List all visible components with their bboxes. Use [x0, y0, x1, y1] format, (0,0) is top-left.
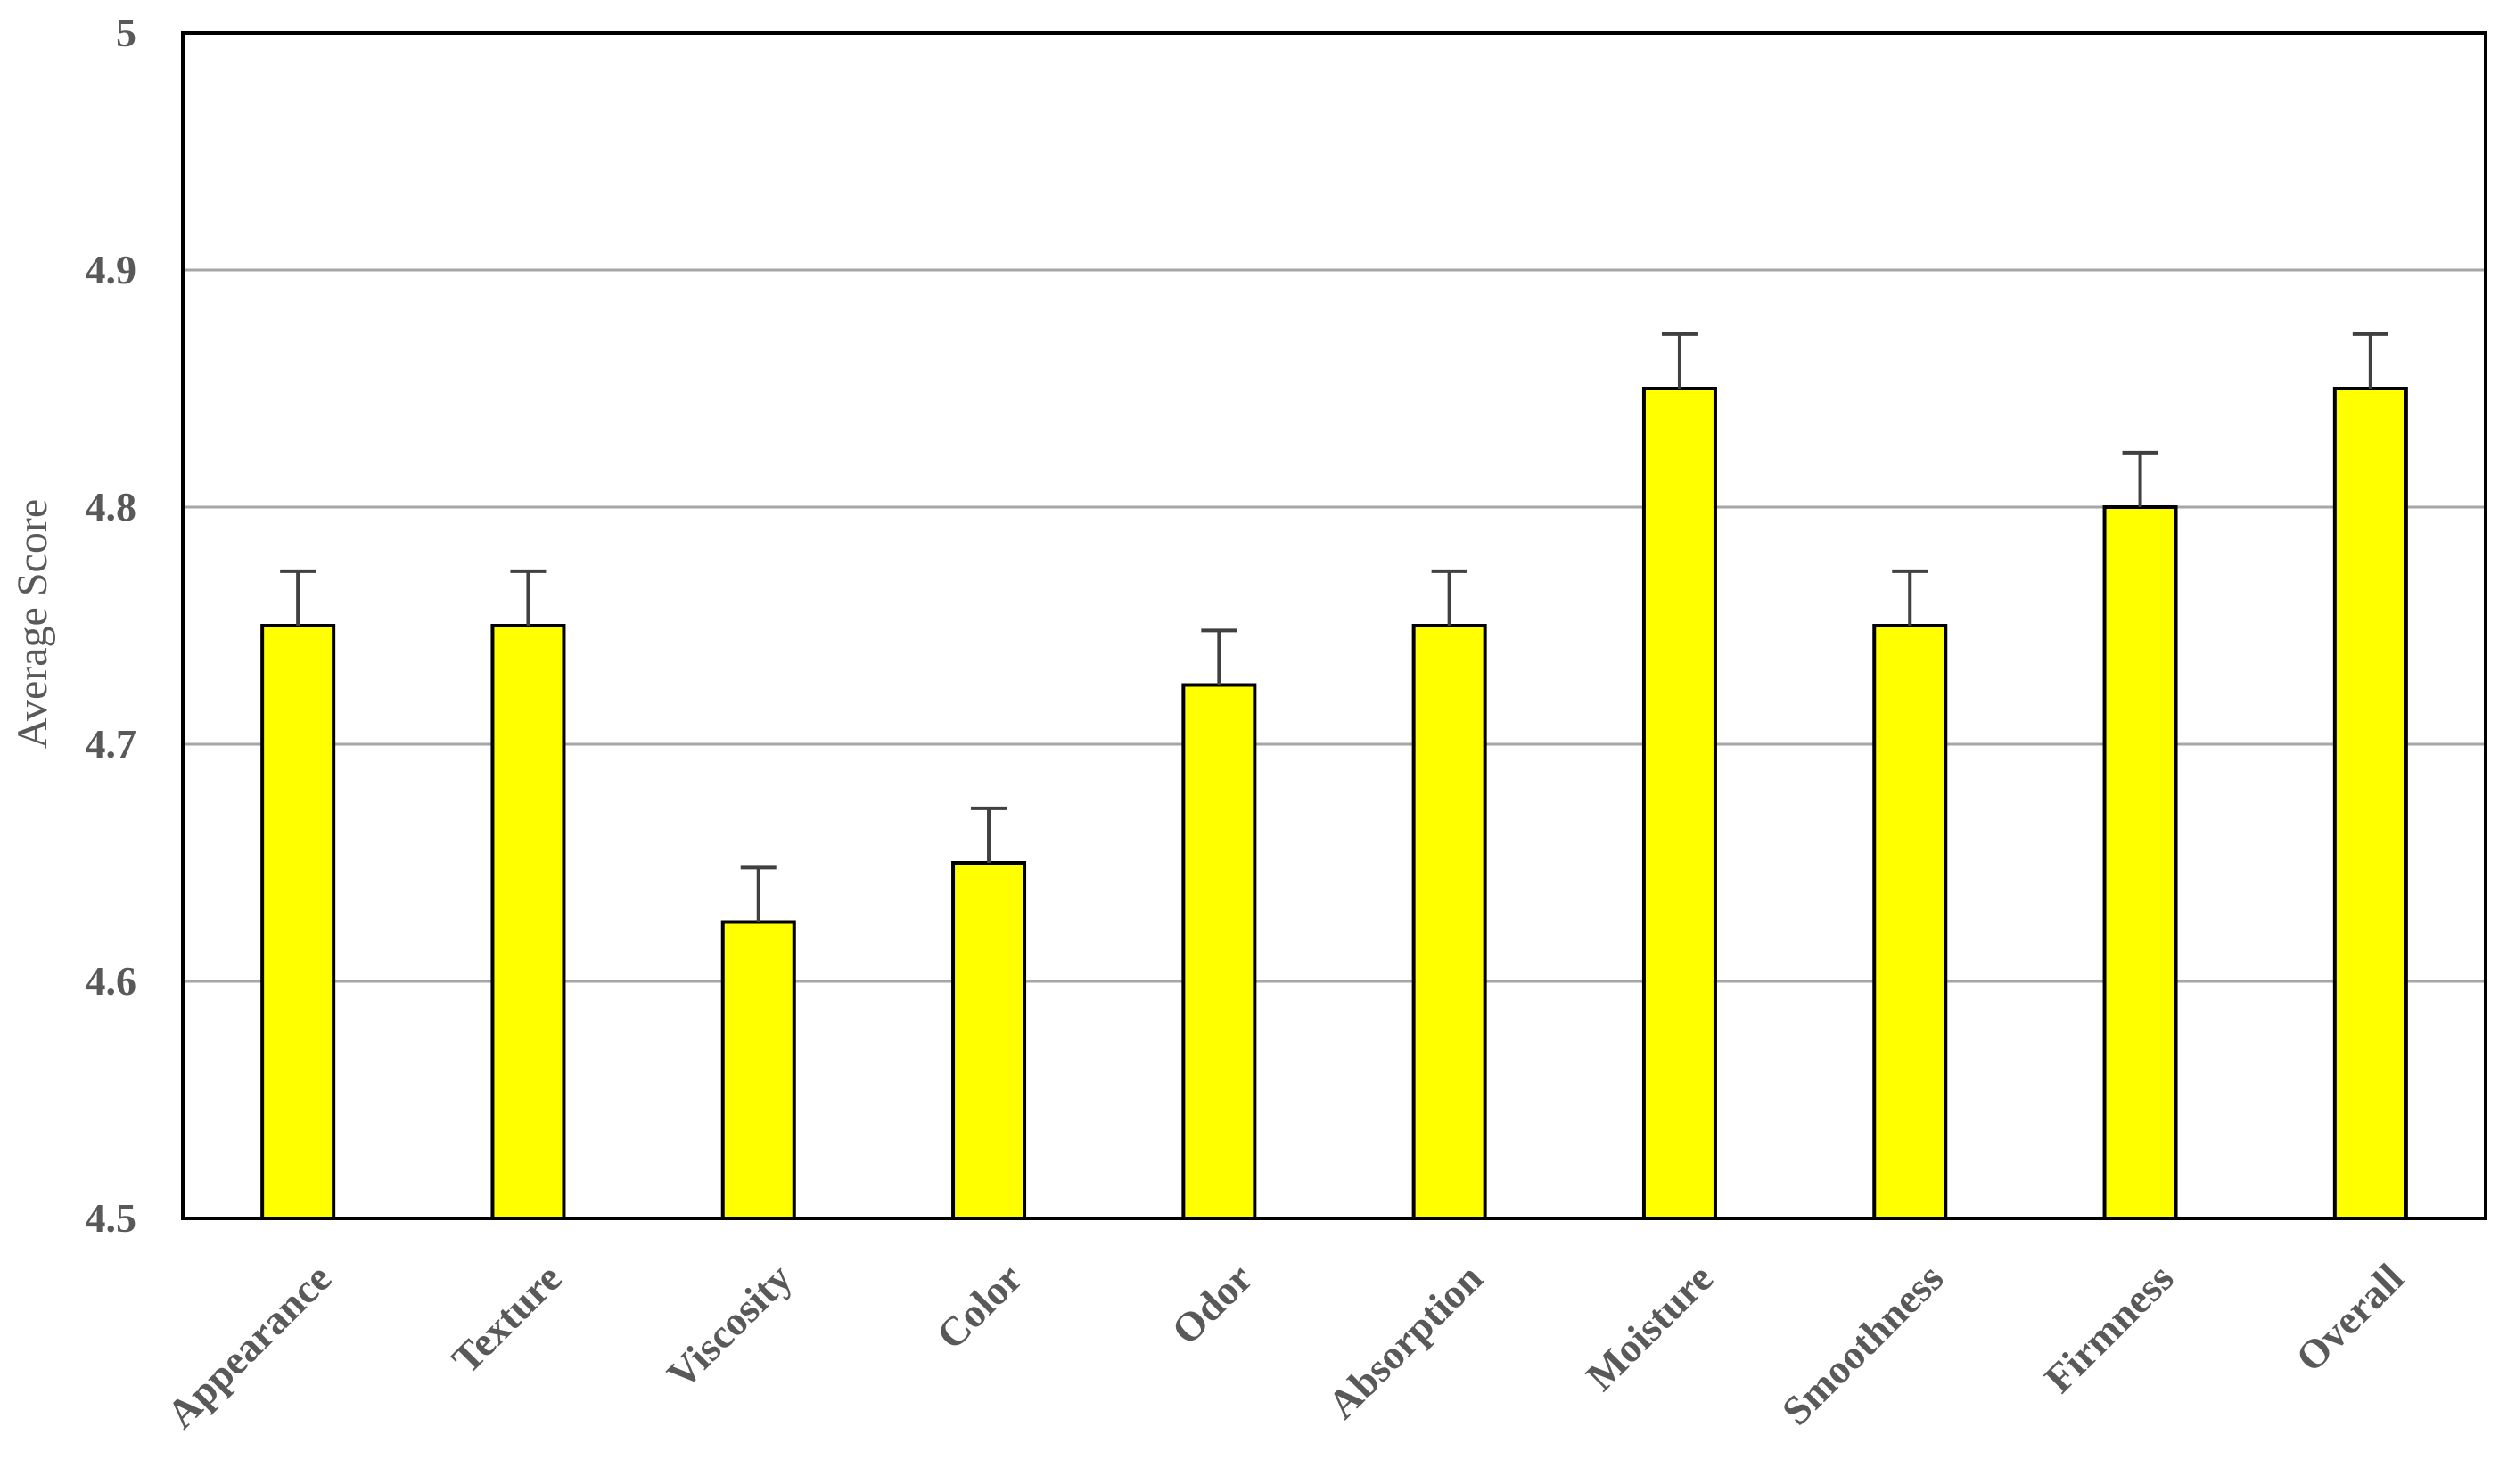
- error-bar-absorption: [1431, 569, 1467, 626]
- bar-appearance: [260, 624, 336, 1220]
- bar-color: [951, 861, 1027, 1220]
- x-tick-label-appearance: Appearance: [158, 1255, 340, 1437]
- error-bar-firmness: [2122, 450, 2158, 507]
- error-bar-appearance: [280, 569, 316, 626]
- y-tick-label: 4.8: [86, 484, 137, 529]
- x-tick-label-texture: Texture: [443, 1255, 571, 1382]
- bar-overall: [2332, 387, 2408, 1220]
- x-tick-label-color: Color: [928, 1255, 1032, 1358]
- gridlines: [183, 268, 2486, 983]
- bar-moisture: [1641, 387, 1717, 1220]
- x-tick-label-smoothness: Smoothness: [1773, 1255, 1952, 1434]
- y-axis-tick-labels: 4.5 4.6 4.7 4.8 4.9 5: [86, 10, 137, 1241]
- error-bar-odor: [1201, 628, 1237, 685]
- x-axis-tick-labels: Appearance Texture Viscosity Color Odor Absor…: [158, 1255, 2413, 1437]
- error-bar-overall: [2352, 332, 2388, 389]
- bar-firmness: [2102, 505, 2178, 1220]
- error-bar-texture: [510, 569, 547, 626]
- error-bars: [280, 332, 2388, 922]
- error-bar-smoothness: [1892, 569, 1928, 626]
- y-tick-label: 4.5: [86, 1195, 137, 1241]
- x-tick-label-moisture: Moisture: [1577, 1255, 1722, 1399]
- x-tick-label-overall: Overall: [2287, 1255, 2413, 1381]
- bar-viscosity: [720, 920, 796, 1220]
- y-axis-title: Average Score: [9, 499, 56, 749]
- error-bar-viscosity: [740, 865, 777, 922]
- bars: [260, 387, 2408, 1220]
- x-tick-label-firmness: Firmness: [2035, 1255, 2182, 1401]
- plot-area-frame: [181, 31, 2487, 1220]
- y-tick-label: 4.7: [86, 721, 137, 767]
- x-tick-label-viscosity: Viscosity: [658, 1255, 801, 1398]
- bar-absorption: [1411, 624, 1487, 1220]
- y-tick-label: 4.9: [86, 247, 137, 292]
- x-tick-label-odor: Odor: [1163, 1255, 1261, 1353]
- bar-texture: [490, 624, 566, 1220]
- error-bar-color: [971, 806, 1007, 863]
- bar-smoothness: [1872, 624, 1948, 1220]
- error-bar-moisture: [1661, 332, 1698, 389]
- bar-odor: [1181, 683, 1257, 1220]
- y-tick-label: 5: [116, 10, 136, 55]
- x-tick-label-absorption: Absorption: [1319, 1255, 1491, 1427]
- y-tick-label: 4.6: [86, 958, 137, 1004]
